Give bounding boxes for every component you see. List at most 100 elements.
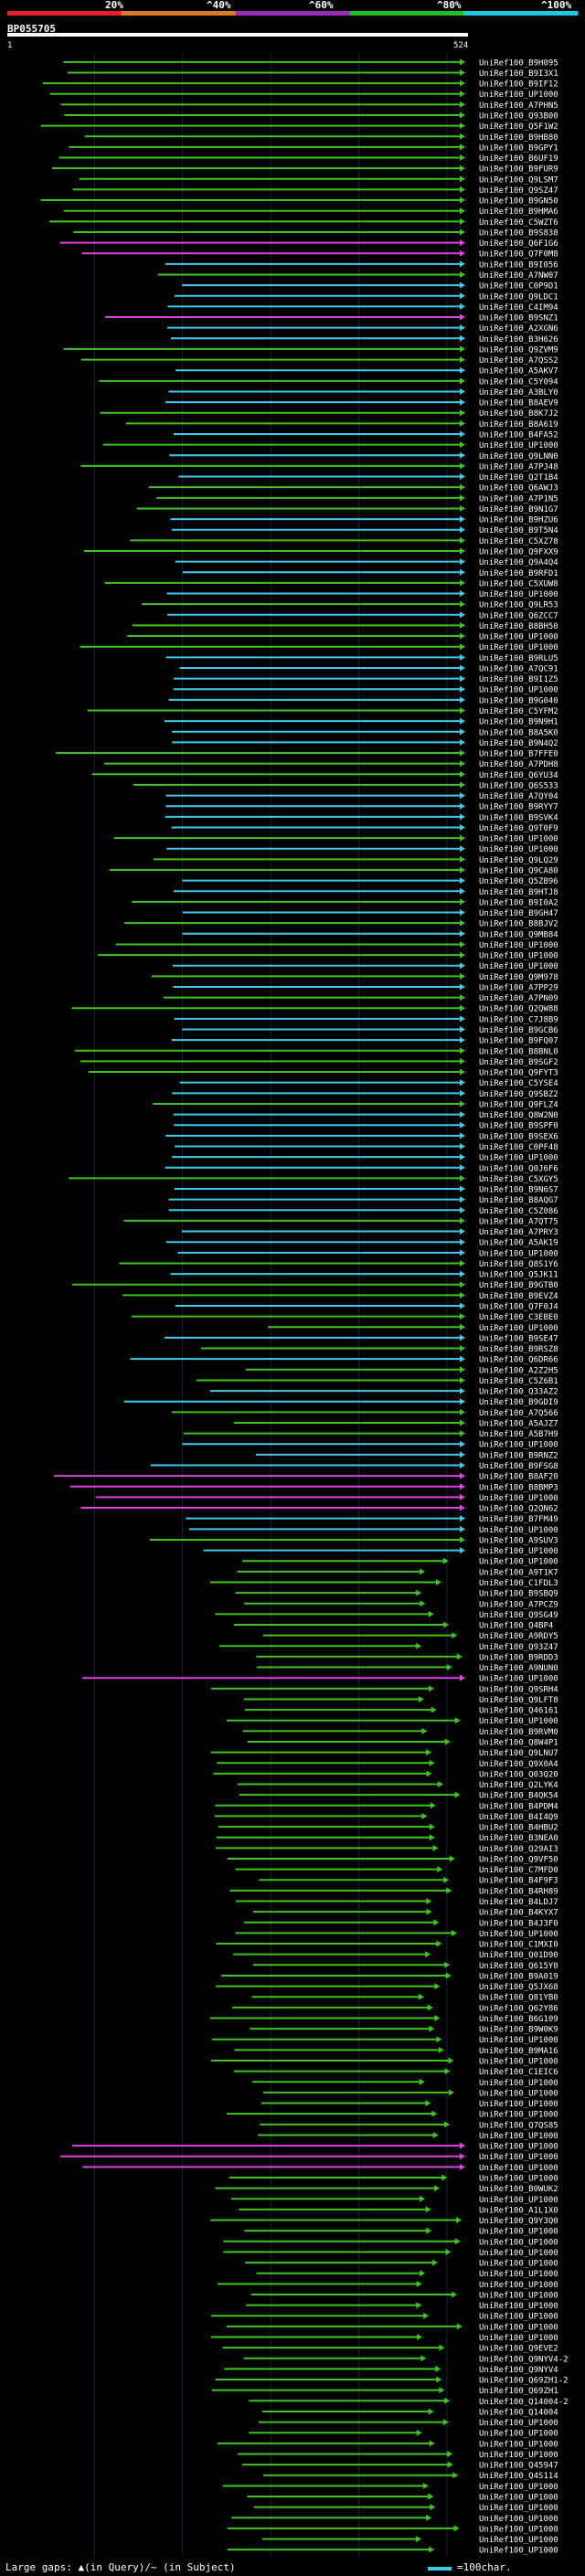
hit-label[interactable]: UniRef100_UP1000 (479, 2228, 558, 2237)
hit-label[interactable]: UniRef100_B9RFD1 (479, 569, 558, 578)
hit-label[interactable]: UniRef100_Q2T1B4 (479, 473, 558, 482)
hit-label[interactable]: UniRef100_UP1000 (479, 845, 558, 854)
hit-label[interactable]: UniRef100_UP1000 (479, 2313, 558, 2322)
hit-label[interactable]: UniRef100_A1L1X0 (479, 2206, 558, 2215)
hit-label[interactable]: UniRef100_Q5JK11 (479, 1271, 558, 1280)
hit-label[interactable]: UniRef100_UP1000 (479, 2100, 558, 2109)
hit-label[interactable]: UniRef100_A7PJ48 (479, 462, 558, 472)
hit-label[interactable]: UniRef100_Q9LQ29 (479, 856, 558, 865)
hit-label[interactable]: UniRef100_UP1000 (479, 2089, 558, 2098)
hit-label[interactable]: UniRef100_B9HB80 (479, 133, 558, 143)
hit-label[interactable]: UniRef100_UP1000 (479, 686, 558, 695)
hit-label[interactable]: UniRef100_Q0J6F6 (479, 1164, 558, 1173)
hit-label[interactable]: UniRef100_B9MA16 (479, 2047, 558, 2056)
hit-label[interactable]: UniRef100_UP1000 (479, 2525, 558, 2534)
hit-label[interactable]: UniRef100_B9HZU6 (479, 516, 558, 525)
hit-label[interactable]: UniRef100_A5AJZ7 (479, 1419, 558, 1428)
hit-label[interactable]: UniRef100_UP1000 (479, 1154, 558, 1163)
hit-label[interactable]: UniRef100_UP1000 (479, 835, 558, 844)
hit-label[interactable]: UniRef100_B9A019 (479, 1972, 558, 1981)
hit-label[interactable]: UniRef100_B4J3F0 (479, 1919, 558, 1928)
hit-label[interactable]: UniRef100_B9GPY1 (479, 143, 558, 153)
hit-label[interactable]: UniRef100_C1FDL3 (479, 1579, 558, 1588)
hit-label[interactable]: UniRef100_UP1000 (479, 2536, 558, 2545)
hit-label[interactable]: UniRef100_Q9FYT3 (479, 1069, 558, 1078)
hit-label[interactable]: UniRef100_B9N6S7 (479, 1186, 558, 1195)
hit-label[interactable]: UniRef100_B6G109 (479, 2015, 558, 2024)
hit-label[interactable]: UniRef100_UP1000 (479, 2132, 558, 2141)
hit-label[interactable]: UniRef100_Q8S1Y6 (479, 1260, 558, 1269)
hit-label[interactable]: UniRef100_C1MXI0 (479, 1941, 558, 1950)
hit-label[interactable]: UniRef100_B9EVZ4 (479, 1292, 558, 1301)
hit-label[interactable]: UniRef100_A5B7H9 (479, 1430, 558, 1439)
hit-label[interactable]: UniRef100_B9GH47 (479, 909, 558, 918)
hit-label[interactable]: UniRef100_B9T5N4 (479, 526, 558, 535)
hit-label[interactable]: UniRef100_Q2QW88 (479, 1005, 558, 1014)
hit-label[interactable]: UniRef100_B4PDM4 (479, 1802, 558, 1811)
hit-label[interactable]: UniRef100_A7QC91 (479, 664, 558, 673)
hit-label[interactable]: UniRef100_A7Q566 (479, 1409, 558, 1418)
hit-label[interactable]: UniRef100_B9FSG8 (479, 1462, 558, 1471)
hit-label[interactable]: UniRef100_B9SE47 (479, 1334, 558, 1343)
hit-label[interactable]: UniRef100_Q2QN62 (479, 1505, 558, 1514)
hit-label[interactable]: UniRef100_UP1000 (479, 2058, 558, 2067)
hit-label[interactable]: UniRef100_A7QT75 (479, 1217, 558, 1226)
hit-label[interactable]: UniRef100_Q8W2N0 (479, 1111, 558, 1120)
hit-label[interactable]: UniRef100_UP1000 (479, 2238, 558, 2247)
hit-label[interactable]: UniRef100_UP1000 (479, 2143, 558, 2152)
hit-label[interactable]: UniRef100_Q14004 (479, 2408, 558, 2417)
hit-label[interactable]: UniRef100_Q46161 (479, 1707, 558, 1716)
hit-label[interactable]: UniRef100_UP1000 (479, 2111, 558, 2120)
hit-label[interactable]: UniRef100_Q9MB84 (479, 930, 558, 939)
hit-label[interactable]: UniRef100_B9RDD3 (479, 1653, 558, 1662)
hit-label[interactable]: UniRef100_Q9EVE2 (479, 2345, 558, 2354)
hit-label[interactable]: UniRef100_B8BH50 (479, 622, 558, 631)
hit-label[interactable]: UniRef100_UP1000 (479, 1324, 558, 1333)
hit-label[interactable]: UniRef100_B8A5K0 (479, 728, 558, 737)
hit-label[interactable]: UniRef100_UP1000 (479, 1717, 558, 1726)
hit-label[interactable]: UniRef100_Q9LNN0 (479, 452, 558, 461)
hit-label[interactable]: UniRef100_Q7F0M8 (479, 250, 558, 260)
hit-label[interactable]: UniRef100_Q4BP4 (479, 1622, 553, 1631)
hit-label[interactable]: UniRef100_Q69ZH1-2 (479, 2377, 569, 2386)
hit-label[interactable]: UniRef100_B8BMP3 (479, 1483, 558, 1492)
hit-label[interactable]: UniRef100_B9SGF2 (479, 1058, 558, 1067)
hit-label[interactable]: UniRef100_Q9FLZ4 (479, 1100, 558, 1109)
hit-label[interactable]: UniRef100_Q4S114 (479, 2472, 558, 2481)
hit-label[interactable]: UniRef100_UP1000 (479, 2451, 558, 2460)
hit-label[interactable]: UniRef100_Q7F0J4 (479, 1303, 558, 1312)
hit-label[interactable]: UniRef100_A7P1N5 (479, 494, 558, 504)
hit-label[interactable]: UniRef100_Q5JX68 (479, 1983, 558, 1992)
hit-label[interactable]: UniRef100_Q33AZ2 (479, 1388, 558, 1397)
hit-label[interactable]: UniRef100_Q9LDC1 (479, 292, 558, 302)
hit-label[interactable]: UniRef100_B9SBQ9 (479, 1590, 558, 1599)
hit-label[interactable]: UniRef100_B4I4Q9 (479, 1813, 558, 1822)
hit-label[interactable]: UniRef100_C1EIC6 (479, 2068, 558, 2077)
hit-label[interactable]: UniRef100_B9I056 (479, 260, 558, 270)
hit-label[interactable]: UniRef100_A7PDH8 (479, 760, 558, 769)
hit-label[interactable]: UniRef100_C5YFM2 (479, 707, 558, 716)
hit-label[interactable]: UniRef100_Q8W4P1 (479, 1738, 558, 1747)
hit-label[interactable]: UniRef100_B9RLU5 (479, 654, 558, 663)
hit-label[interactable]: UniRef100_Q9NYV4 (479, 2366, 558, 2375)
hit-label[interactable]: UniRef100_Q6DR66 (479, 1356, 558, 1365)
hit-label[interactable]: UniRef100_Q69ZH1 (479, 2387, 558, 2396)
hit-label[interactable]: UniRef100_Q03Q20 (479, 1770, 558, 1779)
hit-label[interactable]: UniRef100_Q01D90 (479, 1951, 558, 1960)
hit-label[interactable]: UniRef100_B8K7J2 (479, 409, 558, 419)
hit-label[interactable]: UniRef100_B9RYY7 (479, 803, 558, 812)
hit-label[interactable]: UniRef100_Q9M978 (479, 973, 558, 982)
hit-label[interactable]: UniRef100_B9GTB0 (479, 1281, 558, 1290)
hit-label[interactable]: UniRef100_B4LDJ7 (479, 1898, 558, 1907)
hit-label[interactable]: UniRef100_B9SEX6 (479, 1132, 558, 1141)
hit-label[interactable]: UniRef100_UP1000 (479, 2036, 558, 2045)
hit-label[interactable]: UniRef100_A9T1K7 (479, 1568, 558, 1577)
hit-label[interactable]: UniRef100_Q9FXX9 (479, 547, 558, 557)
hit-label[interactable]: UniRef100_B9IF12 (479, 80, 558, 90)
hit-label[interactable]: UniRef100_Q9NYV4-2 (479, 2355, 569, 2364)
hit-label[interactable]: UniRef100_UP1000 (479, 643, 558, 652)
hit-label[interactable]: UniRef100_Q9VF50 (479, 1855, 558, 1864)
hit-label[interactable]: UniRef100_UP1000 (479, 633, 558, 642)
hit-label[interactable]: UniRef100_B9GDI9 (479, 1398, 558, 1407)
hit-label[interactable]: UniRef100_B4FA52 (479, 431, 558, 440)
